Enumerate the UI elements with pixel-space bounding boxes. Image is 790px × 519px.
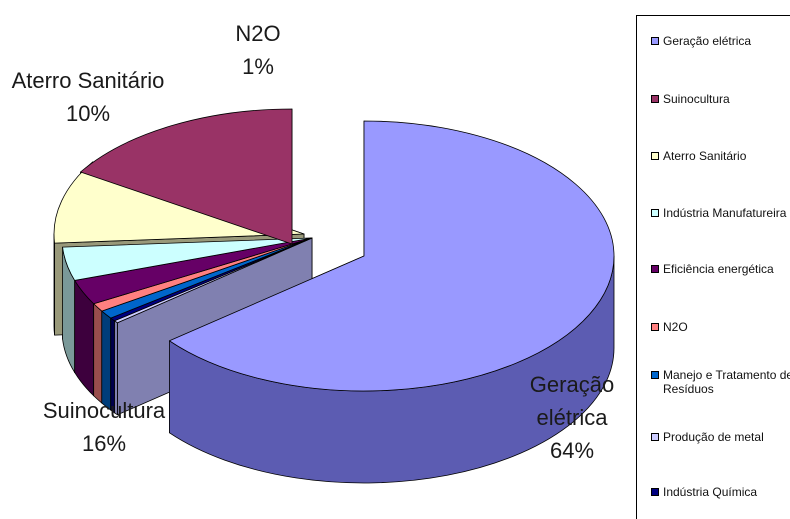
pie-chart [53,108,615,484]
aterro-sanitario-outer-wall [53,233,55,336]
pie-slice-suinocultura [80,108,293,245]
data-label-line: Aterro Sanitário [11,68,165,93]
data-label-n2o: N2O 1% [235,17,280,83]
legend-label: Geração elétrica [663,34,752,48]
legend-label: Produção de metal [663,430,764,444]
data-label-aterro-sanitario: Aterro Sanitário 10% [12,64,165,130]
pie-slice-industria-manufatureira [62,237,313,281]
data-label-line: Geração [529,372,615,397]
legend-swatch [651,209,659,217]
legend-label: Aterro Sanitário [663,149,747,163]
legend: Geração elétrica Suinocultura Aterro Sanit… [636,15,790,519]
data-label-line: Suinocultura [42,398,166,423]
legend-label: Suinocultura [663,92,730,106]
legend-label: Indústria Manufatureira [663,206,787,220]
legend-swatch [651,152,659,160]
data-label-line: 10% [65,101,111,126]
legend-swatch [651,37,659,45]
data-label-geracao-eletrica: Geração elétrica 64% [530,368,614,467]
pie-tops [53,108,615,392]
legend-swatch [651,265,659,273]
data-label-line: elétrica [536,405,608,430]
data-label-suinocultura: Suinocultura 16% [43,394,165,460]
data-label-line: 1% [242,54,274,79]
pie-slice-geracao-eletrica [169,120,615,392]
legend-label: Manejo e Tratamento de Resíduos [663,368,790,396]
n2o-outer-wall [93,303,103,404]
legend-swatch [651,488,659,496]
legend-swatch [651,95,659,103]
legend-swatch [651,371,659,379]
legend-label: N2O [663,320,688,334]
legend-label: Eficiência energética [663,262,774,276]
legend-label: Indústria Química [663,485,758,499]
data-label-line: 16% [81,431,127,456]
data-label-line: N2O [235,21,281,46]
legend-swatch [651,433,659,441]
legend-swatch [651,323,659,331]
data-label-line: 64% [549,438,595,463]
